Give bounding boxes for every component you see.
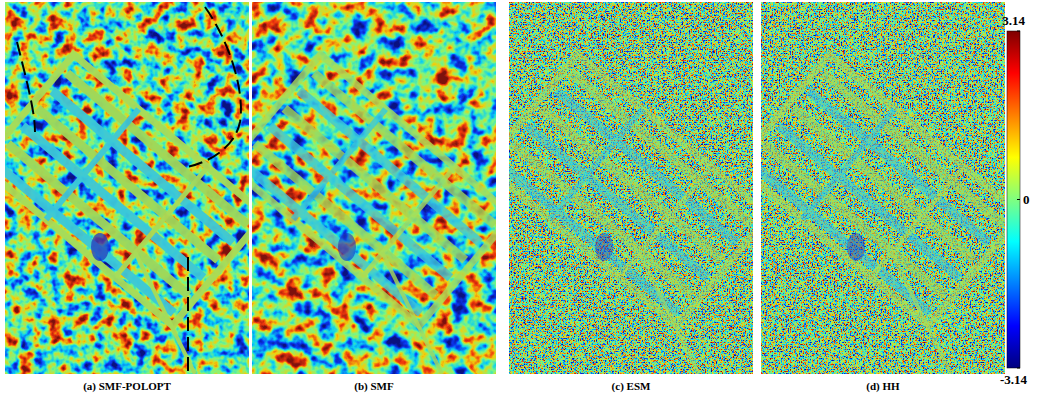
phase-noise <box>252 2 496 374</box>
field-line <box>871 167 964 277</box>
panel-background <box>5 2 249 374</box>
field-structure <box>761 54 1005 327</box>
road <box>135 252 195 374</box>
colorbar-tick-label: 3.14 <box>1002 13 1025 28</box>
road <box>639 252 699 374</box>
panel-label: (c) ESM <box>612 380 651 393</box>
figure: (a) SMF-POLOPT (b) SMF (c) ESM (d) HH -3.14 0… <box>0 0 1037 394</box>
panel-label: (d) HH <box>866 380 900 393</box>
panel-label: (b) SMF <box>354 380 394 393</box>
colorbar-tick <box>1017 199 1020 200</box>
phase-panel <box>5 2 249 374</box>
blue-patch <box>91 233 109 261</box>
field-outline <box>5 54 249 325</box>
field-outline <box>761 54 1005 325</box>
phase-noise <box>761 2 1005 374</box>
phase-panel <box>509 2 753 374</box>
colorbar-tick <box>1017 31 1020 32</box>
field-line <box>293 109 386 219</box>
panel-label: (a) SMF-POLOPT <box>83 380 171 393</box>
phase-noise <box>5 2 249 374</box>
field-line <box>550 109 643 219</box>
panel-background <box>761 2 1005 374</box>
field-line <box>115 167 208 277</box>
panel-background <box>252 2 496 374</box>
field-structure <box>509 54 753 327</box>
field-line <box>46 109 139 219</box>
field-structure <box>5 54 249 327</box>
phase-panel <box>761 2 1005 374</box>
phase-panel <box>252 2 496 374</box>
blue-patch <box>338 233 356 261</box>
colorbar-tick <box>1017 368 1020 369</box>
dashed-boundary <box>187 257 189 372</box>
field-structure <box>252 54 496 327</box>
field-line <box>802 109 895 219</box>
field-line <box>619 167 712 277</box>
blue-patch <box>847 233 865 261</box>
colorbar-tick-label: 0 <box>1023 192 1030 207</box>
blue-patch <box>595 233 613 261</box>
road <box>891 252 951 374</box>
dashed-boundary <box>187 7 241 167</box>
field-outline <box>252 54 496 325</box>
colorbar <box>1007 31 1020 368</box>
dashed-boundary <box>17 42 35 132</box>
field-outline <box>509 54 753 325</box>
phase-noise <box>509 2 753 374</box>
colorbar-tick-label: -3.14 <box>1000 372 1028 387</box>
panel-background <box>509 2 753 374</box>
road <box>382 252 442 374</box>
field-line <box>362 167 455 277</box>
